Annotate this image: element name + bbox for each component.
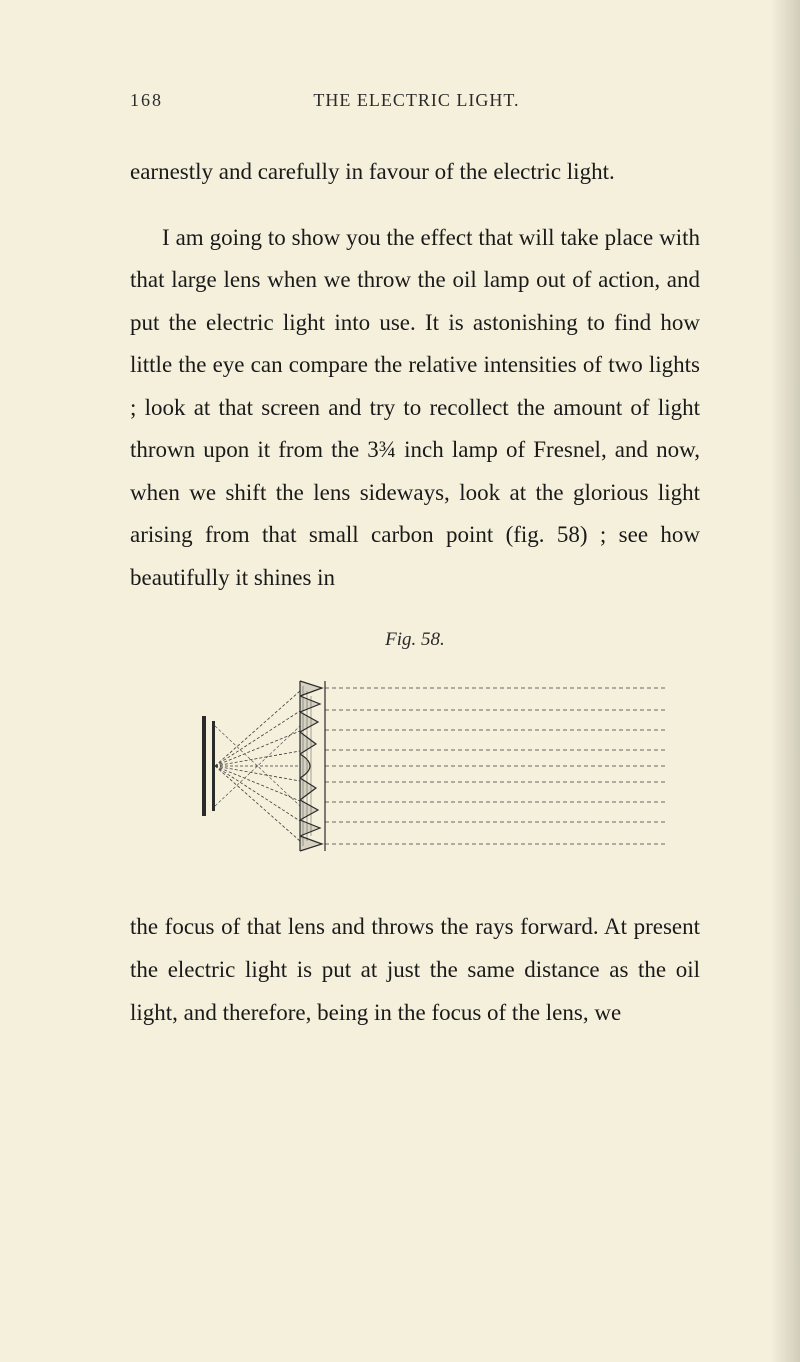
header-title: THE ELECTRIC LIGHT.	[313, 90, 519, 111]
fresnel-lens-diagram	[190, 666, 670, 866]
paragraph-2: I am going to show you the effect that w…	[130, 217, 700, 600]
page-header: 168 THE ELECTRIC LIGHT.	[130, 90, 700, 111]
paragraph-3: the focus of that lens and throws the ra…	[130, 906, 700, 1034]
figure-container	[190, 666, 700, 866]
page-number: 168	[130, 90, 163, 111]
figure-label: Fig. 58.	[130, 629, 700, 651]
paragraph-1: earnestly and carefully in favour of the…	[130, 151, 700, 194]
page-shadow	[770, 0, 800, 1362]
